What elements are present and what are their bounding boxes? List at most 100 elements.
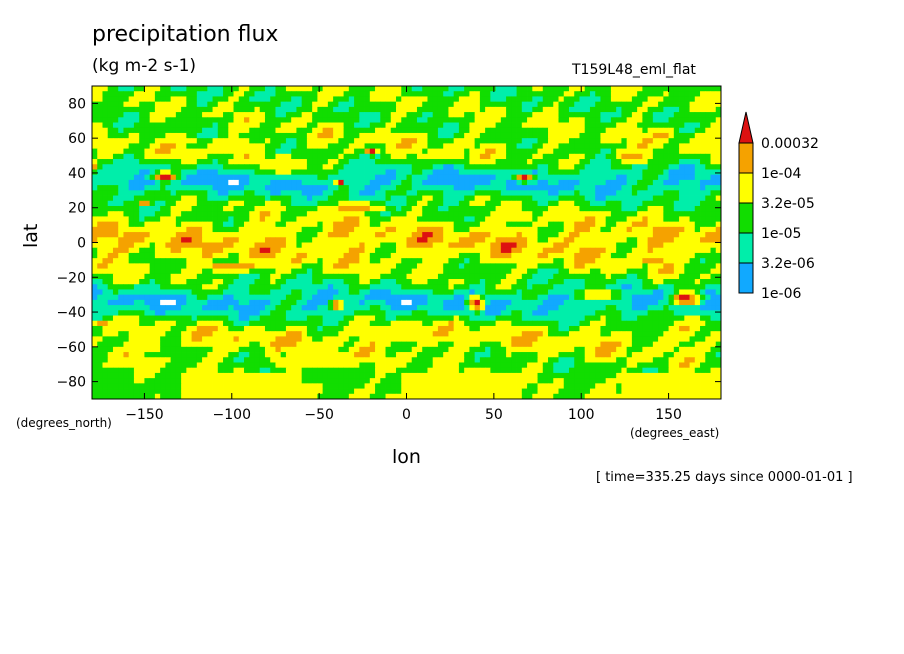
field-cell xyxy=(175,86,182,92)
field-cell xyxy=(186,143,192,149)
field-cell xyxy=(280,112,287,118)
field-cell xyxy=(338,96,344,103)
field-cell xyxy=(568,211,575,217)
field-cell xyxy=(291,117,297,123)
field-cell xyxy=(485,263,491,269)
field-cell xyxy=(390,211,397,217)
field-cell xyxy=(673,247,680,254)
field-cell xyxy=(579,91,586,97)
field-cell xyxy=(521,101,528,108)
field-cell xyxy=(595,117,601,123)
field-cell xyxy=(406,112,413,118)
field-cell xyxy=(705,205,711,212)
field-cell xyxy=(443,226,449,233)
field-cell xyxy=(259,86,266,92)
field-cell xyxy=(354,153,360,160)
field-cell xyxy=(490,153,497,160)
field-cell xyxy=(149,86,156,92)
field-cell xyxy=(584,258,591,264)
field-cell xyxy=(359,174,365,181)
field-cell xyxy=(107,294,114,301)
field-cell xyxy=(521,174,528,181)
field-cell xyxy=(254,138,261,144)
field-cell xyxy=(385,122,392,129)
field-cell xyxy=(443,96,449,103)
field-cell xyxy=(149,205,156,212)
field-cell xyxy=(212,299,219,306)
field-cell xyxy=(217,263,224,269)
field-cell xyxy=(291,106,297,113)
field-cell xyxy=(621,226,628,233)
field-cell xyxy=(128,190,135,196)
field-cell xyxy=(684,96,690,103)
field-cell xyxy=(317,258,324,264)
field-cell xyxy=(663,148,669,155)
field-cell xyxy=(600,101,607,108)
field-cell xyxy=(144,96,151,103)
field-cell xyxy=(563,179,570,186)
field-cell xyxy=(312,294,318,301)
field-cell xyxy=(196,258,203,264)
field-cell xyxy=(437,122,444,129)
field-cell xyxy=(637,91,643,97)
field-cell xyxy=(432,294,439,301)
field-cell xyxy=(642,258,649,264)
field-cell xyxy=(542,159,549,165)
field-cell xyxy=(112,216,119,223)
field-cell xyxy=(537,242,544,249)
field-cell xyxy=(647,205,654,212)
field-cell xyxy=(589,169,596,176)
field-cell xyxy=(589,232,596,238)
field-cell xyxy=(673,185,680,191)
field-cell xyxy=(516,205,523,212)
field-cell xyxy=(385,205,392,212)
field-cell xyxy=(102,211,109,217)
field-cell xyxy=(322,122,329,129)
field-cell xyxy=(584,179,591,186)
field-cell xyxy=(416,132,423,139)
field-cell xyxy=(249,205,255,212)
field-cell xyxy=(548,289,554,296)
field-cell xyxy=(291,148,297,155)
field-cell xyxy=(616,284,622,290)
field-cell xyxy=(495,289,502,296)
field-cell xyxy=(516,169,523,176)
field-cell xyxy=(244,299,250,306)
field-cell xyxy=(207,122,213,129)
field-cell xyxy=(238,164,245,170)
field-cell xyxy=(280,273,287,280)
field-cell xyxy=(217,190,224,196)
field-cell xyxy=(448,252,455,259)
field-cell xyxy=(396,174,402,181)
field-cell xyxy=(296,247,303,254)
field-cell xyxy=(312,216,318,223)
field-cell xyxy=(668,242,675,249)
field-cell xyxy=(396,299,402,306)
field-cell xyxy=(254,190,261,196)
field-cell xyxy=(317,190,324,196)
field-cell xyxy=(275,221,282,228)
field-cell xyxy=(411,164,418,170)
field-cell xyxy=(616,211,622,217)
field-cell xyxy=(558,174,565,181)
field-cell xyxy=(280,226,287,233)
field-cell xyxy=(312,164,318,170)
field-cell xyxy=(212,127,219,134)
field-cell xyxy=(333,164,339,170)
field-cell xyxy=(548,148,554,155)
field-cell xyxy=(354,106,360,113)
field-cell xyxy=(322,169,329,176)
field-cell xyxy=(244,190,250,196)
field-cell xyxy=(715,112,721,118)
field-cell xyxy=(249,221,255,228)
field-cell xyxy=(375,258,381,264)
field-cell xyxy=(238,299,245,306)
field-cell xyxy=(626,284,633,290)
field-cell xyxy=(584,216,591,223)
field-cell xyxy=(694,86,701,92)
field-cell xyxy=(595,195,601,202)
field-cell xyxy=(527,221,533,228)
field-cell xyxy=(396,200,402,207)
field-cell xyxy=(275,195,282,202)
field-cell xyxy=(474,263,481,269)
